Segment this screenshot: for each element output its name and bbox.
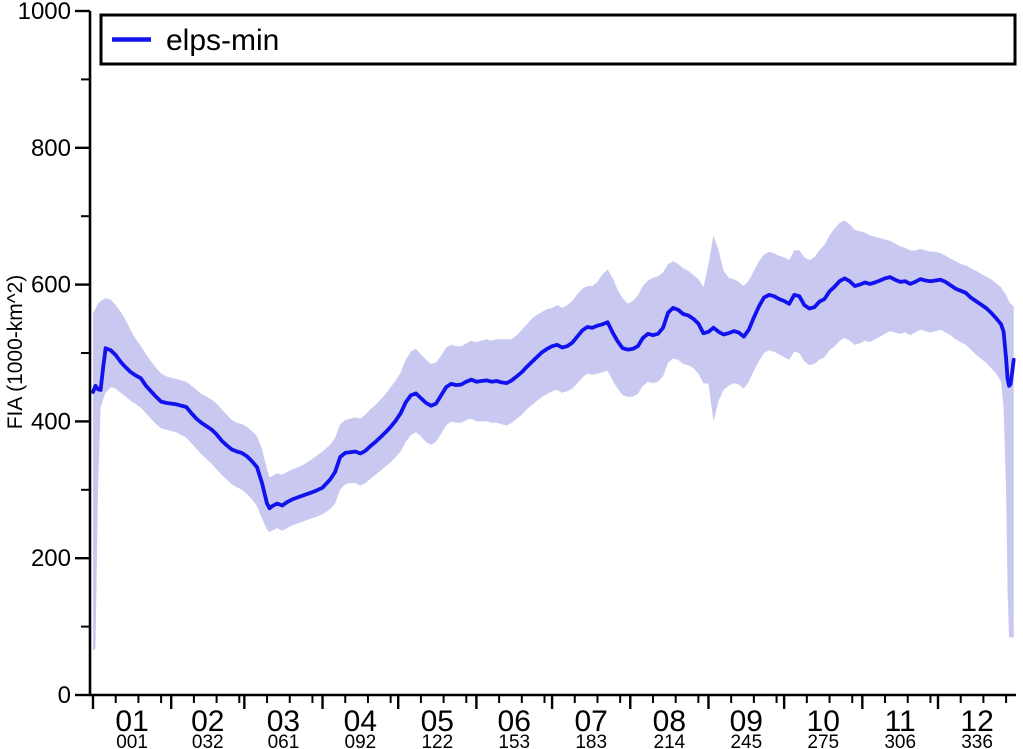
- x-month-label: 12: [960, 705, 993, 738]
- y-tick-label: 800: [31, 135, 71, 162]
- series-line: [91, 275, 1016, 511]
- series-line-layer: [91, 275, 1016, 511]
- legend-label: elps-min: [166, 24, 279, 57]
- y-tick-label: 200: [31, 545, 71, 572]
- legend-box: [99, 13, 1017, 66]
- x-doy-label: 153: [498, 732, 530, 749]
- x-month-label: 04: [344, 705, 377, 738]
- x-month-label: 07: [574, 705, 607, 738]
- x-doy-label: 245: [730, 732, 762, 749]
- x-doy-label: 122: [421, 732, 453, 749]
- x-doy-label: 001: [116, 732, 148, 749]
- y-tick-label: 400: [31, 408, 71, 435]
- x-doy-label: 214: [654, 732, 686, 749]
- uncertainty-band-layer: [93, 220, 1014, 651]
- x-doy-label: 306: [884, 732, 916, 749]
- x-doy-label: 183: [575, 732, 607, 749]
- x-month-label: 10: [807, 705, 840, 738]
- x-month-label: 03: [267, 705, 300, 738]
- y-tick-label: 600: [31, 272, 71, 299]
- x-month-label: 05: [421, 705, 454, 738]
- y-tick-label: 0: [58, 682, 71, 709]
- x-doy-label: 275: [807, 732, 839, 749]
- y-axis-title: FIA (1000-km^2): [4, 275, 27, 430]
- x-doy-label: 336: [961, 732, 993, 749]
- axes-layer: 0200400600800100001001020320306104092051…: [18, 0, 1016, 749]
- x-doy-label: 092: [345, 732, 377, 749]
- x-month-label: 06: [498, 705, 531, 738]
- uncertainty-band: [93, 220, 1014, 651]
- x-month-label: 02: [191, 705, 224, 738]
- x-month-label: 11: [885, 705, 916, 738]
- x-doy-label: 032: [192, 732, 224, 749]
- legend: elps-min: [99, 13, 1017, 66]
- x-doy-label: 061: [268, 732, 300, 749]
- x-month-label: 08: [653, 705, 686, 738]
- y-tick-label: 1000: [18, 0, 71, 25]
- x-month-label: 09: [730, 705, 763, 738]
- x-month-label: 01: [115, 705, 148, 738]
